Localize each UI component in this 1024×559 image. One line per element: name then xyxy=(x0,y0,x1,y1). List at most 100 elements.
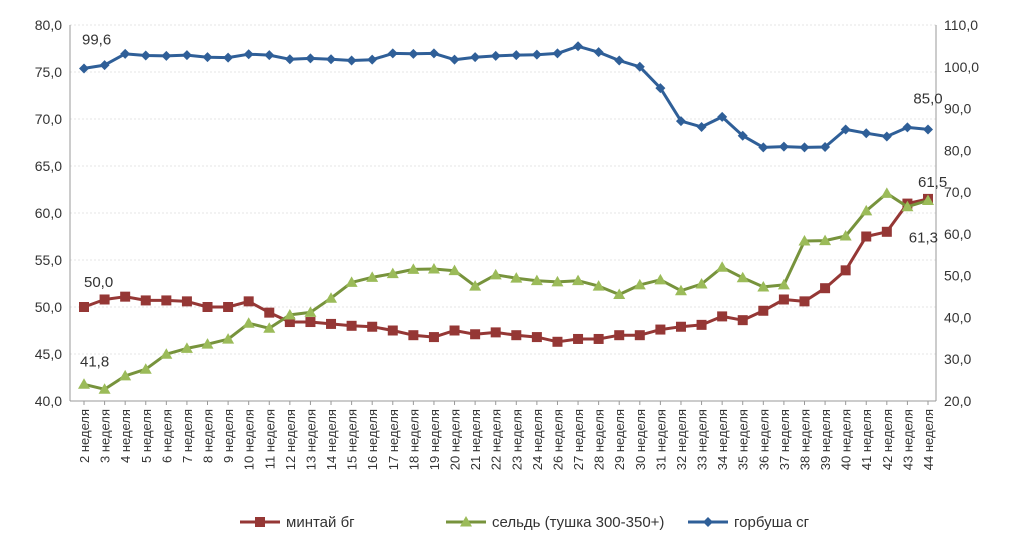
legend-marker xyxy=(255,517,265,527)
axes: 40,0 45,0 50,0 55,0 60,0 65,0 70,0 75,0 80,0 20,0… xyxy=(35,17,979,470)
y-right-tick-label: 70,0 xyxy=(944,184,971,200)
x-tick-label: 43 неделя xyxy=(900,409,915,470)
data-point-herring xyxy=(736,271,749,283)
data-point-pollock xyxy=(387,325,398,336)
data-point-herring xyxy=(674,284,687,296)
x-tick-label: 11 неделя xyxy=(262,409,277,469)
data-point-herring xyxy=(242,317,255,328)
y-left-tick-label: 80,0 xyxy=(35,17,62,33)
data-point-herring xyxy=(448,264,461,276)
data-point-herring xyxy=(819,234,832,246)
x-tick-label: 36 неделя xyxy=(756,409,771,470)
data-point-herring xyxy=(222,333,235,344)
data-point-pink-salmon xyxy=(223,52,234,63)
data-point-pink-salmon xyxy=(675,116,686,127)
data-point-pollock xyxy=(593,333,604,344)
data-point-pollock xyxy=(614,330,625,341)
data-point-pink-salmon xyxy=(470,52,481,63)
data-point-pollock xyxy=(428,332,439,343)
data-point-pollock xyxy=(449,325,460,336)
x-tick-label: 24 неделя xyxy=(530,409,545,470)
x-tick-label: 18 неделя xyxy=(406,409,421,470)
data-point-pink-salmon xyxy=(717,111,728,122)
data-point-pink-salmon xyxy=(531,49,542,60)
data-point-herring xyxy=(633,278,646,290)
data-point-pollock xyxy=(346,320,357,331)
x-tick-label: 32 неделя xyxy=(674,409,689,470)
x-tick-label: 14 неделя xyxy=(324,409,339,470)
x-tick-label: 10 неделя xyxy=(242,409,257,470)
data-point-herring xyxy=(510,272,523,283)
data-point-herring xyxy=(366,271,379,282)
data-point-pink-salmon xyxy=(428,48,439,59)
y-right-tick-label: 110,0 xyxy=(944,17,978,33)
data-point-herring xyxy=(592,280,605,291)
data-point-pink-salmon xyxy=(490,50,501,61)
data-point-pollock xyxy=(367,321,378,332)
data-point-pollock xyxy=(573,333,584,344)
data-point-herring xyxy=(98,383,111,394)
data-point-pink-salmon xyxy=(552,48,563,59)
data-point-pink-salmon xyxy=(79,63,89,74)
data-point-pollock xyxy=(490,327,501,338)
data-point-herring xyxy=(777,278,790,290)
x-tick-label: 4 неделя xyxy=(118,409,133,463)
data-point-pink-salmon xyxy=(696,121,707,132)
data-point-pink-salmon xyxy=(202,52,213,63)
data-point-pink-salmon xyxy=(573,41,584,52)
data-point-pollock xyxy=(202,302,213,312)
data-point-herring xyxy=(839,229,852,241)
data-point-pink-salmon xyxy=(902,122,913,133)
x-tick-label: 37 неделя xyxy=(777,409,792,470)
x-tick-label: 6 неделя xyxy=(159,409,174,463)
data-point-pollock xyxy=(326,318,337,329)
series-group xyxy=(78,41,934,394)
data-point-pink-salmon xyxy=(634,61,645,72)
x-tick-label: 26 неделя xyxy=(550,409,565,470)
x-tick-label: 34 неделя xyxy=(715,409,730,470)
y-left-tick-label: 60,0 xyxy=(35,205,62,221)
legend: минтай бг сельдь (тушка 300-350+) горбуша … xyxy=(240,514,810,531)
data-point-herring xyxy=(572,274,585,286)
x-tick-label: 5 неделя xyxy=(139,409,154,463)
data-point-pink-salmon xyxy=(181,50,192,61)
y-left-tick-label: 75,0 xyxy=(35,64,62,80)
x-tick-label: 44 неделя xyxy=(921,409,936,470)
y-left-tick-label: 55,0 xyxy=(35,252,62,268)
data-point-pink-salmon xyxy=(511,50,522,61)
x-tick-label: 28 неделя xyxy=(592,409,607,470)
data-label: 50,0 xyxy=(84,274,113,291)
x-tick-label: 9 неделя xyxy=(221,409,236,463)
data-label: 61,3 xyxy=(909,229,938,246)
data-point-pollock xyxy=(696,319,707,330)
data-point-pollock xyxy=(161,295,172,306)
y-right-tick-label: 90,0 xyxy=(944,101,971,117)
data-label: 41,8 xyxy=(80,353,109,370)
data-point-pink-salmon xyxy=(305,53,316,64)
legend-item-herring: сельдь (тушка 300-350+) xyxy=(446,514,664,531)
data-point-pollock xyxy=(758,305,769,316)
data-point-pink-salmon xyxy=(861,128,872,139)
data-point-pink-salmon xyxy=(758,142,769,153)
data-point-herring xyxy=(139,363,152,374)
data-point-herring xyxy=(180,342,193,353)
data-point-pink-salmon xyxy=(326,54,337,65)
data-point-pink-salmon xyxy=(881,131,892,142)
data-point-herring xyxy=(407,263,420,274)
data-point-herring xyxy=(880,187,893,198)
legend-marker xyxy=(703,517,713,527)
data-point-herring xyxy=(427,262,440,274)
data-point-pollock xyxy=(223,302,234,312)
y-left-tick-label: 40,0 xyxy=(35,393,62,409)
x-tick-label: 42 неделя xyxy=(880,409,895,470)
x-tick-label: 3 неделя xyxy=(98,409,113,463)
data-point-pollock xyxy=(717,311,728,322)
data-point-pollock xyxy=(243,296,254,307)
data-point-pink-salmon xyxy=(99,60,110,71)
series-line-pink-salmon xyxy=(83,44,929,149)
data-point-pollock xyxy=(140,295,151,306)
data-point-herring xyxy=(530,274,543,286)
data-point-pollock xyxy=(634,330,645,341)
data-point-pink-salmon xyxy=(140,50,151,61)
